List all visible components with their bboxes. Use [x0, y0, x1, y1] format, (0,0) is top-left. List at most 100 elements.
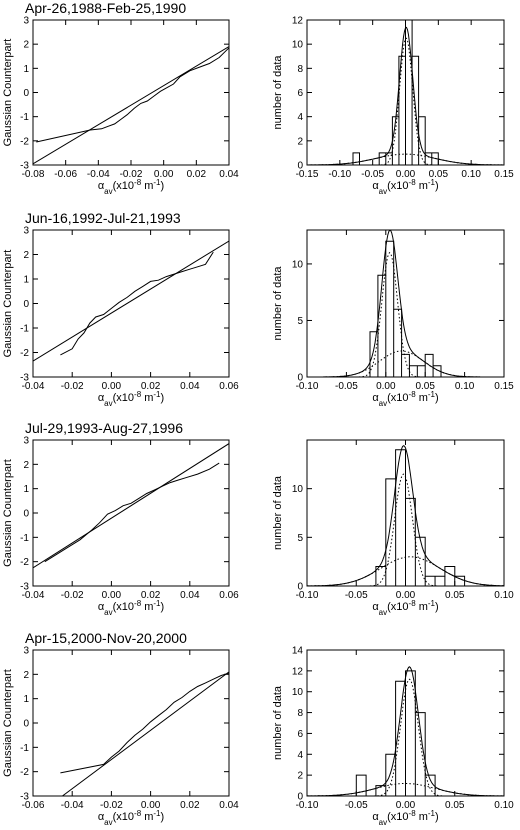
x-axis-label: αav(x10-8 m-1) — [372, 809, 438, 827]
x-tick-label: 0.04 — [219, 169, 239, 180]
histogram-panel-4: -0.10 -0.05 0.00 0.05 0.10 0 2 4 6 8 10 12 14 αav(x10… — [272, 646, 514, 827]
x-axis-label-part: av — [104, 399, 112, 408]
y-tick-label: 0 — [23, 509, 29, 520]
x-axis-label-part: av — [379, 818, 387, 827]
plot-area — [307, 20, 504, 165]
x-axis-label-part: (x10 — [113, 392, 134, 404]
plot-area — [60, 671, 229, 796]
x-axis-label-part: -8 — [409, 809, 417, 818]
y-tick-label: 3 — [23, 226, 29, 237]
x-axis-label-part: (x10 — [113, 601, 134, 613]
x-axis-label-part: ) — [161, 811, 165, 823]
x-axis-label-part: -1 — [428, 599, 436, 608]
qq-plot-panel-2: Jun-16,1992-Jul-21,1993 -0.04 -0.02 0.00 0.0… — [2, 210, 239, 408]
y-tick-label: -1 — [20, 324, 29, 335]
y-axis-label: Gaussian Counterpart — [2, 250, 14, 358]
x-axis-label: αav(x10-8 m-1) — [98, 809, 164, 827]
x-axis-label-part: -8 — [134, 178, 142, 187]
y-tick-label: 0 — [297, 161, 303, 172]
x-axis-label-part: -8 — [409, 390, 417, 399]
x-tick-label: -0.10 — [328, 169, 351, 180]
y-axis-label: Gaussian Counterpart — [2, 459, 14, 567]
y-tick-label: 12 — [292, 16, 304, 27]
x-tick-label: 0.00 — [102, 381, 122, 392]
x-tick-label: 0.04 — [180, 590, 200, 601]
x-axis-label-part: av — [379, 608, 387, 617]
qq-plot-panel-4: Apr-15,2000-Nov-20,2000 -0.06 -0.04 -0.02 0.… — [2, 630, 239, 827]
panel-title: Apr-26,1988-Feb-25,1990 — [25, 0, 186, 16]
x-axis-label-part: av — [104, 187, 112, 196]
x-axis-label-part: α — [98, 811, 105, 823]
qq-plot-panel-3: Jul-29,1993-Aug-27,1996 -0.04 -0.02 0.00 0.0… — [2, 420, 239, 617]
x-tick-label: 0.10 — [494, 590, 514, 601]
x-tick-label: -0.04 — [22, 590, 45, 601]
x-axis-label-part: -8 — [409, 178, 417, 187]
y-tick-label: 10 — [292, 484, 304, 495]
y-tick-label: 3 — [23, 16, 29, 27]
quantile-curve — [36, 47, 229, 143]
y-tick-label: -1 — [20, 112, 29, 123]
x-axis-label-part: av — [104, 608, 112, 617]
x-tick-label: 0.04 — [180, 381, 200, 392]
panel-title: Jun-16,1992-Jul-21,1993 — [25, 210, 181, 226]
x-tick-label: 0.10 — [461, 169, 481, 180]
y-tick-label: 6 — [297, 88, 303, 99]
plot-frame — [32, 229, 230, 378]
plot-area — [33, 240, 229, 362]
x-tick-label: -0.05 — [335, 381, 358, 392]
x-axis-label-part: (x10 — [113, 811, 134, 823]
x-tick-label: -0.02 — [120, 169, 143, 180]
x-tick-label: -0.10 — [296, 590, 319, 601]
reference-line — [33, 46, 229, 165]
y-tick-label: 6 — [297, 729, 303, 740]
x-axis-label-part: ) — [161, 392, 165, 404]
x-tick-label: -0.02 — [61, 590, 84, 601]
plot-frame — [32, 19, 230, 166]
x-axis-label-part: m — [141, 392, 153, 404]
x-tick-label: 0.05 — [445, 590, 465, 601]
reference-line — [33, 443, 229, 569]
x-tick-label: -0.15 — [296, 169, 319, 180]
x-tick-label: 0.00 — [396, 169, 416, 180]
y-tick-label: -3 — [20, 373, 29, 384]
y-tick-label: -2 — [20, 348, 29, 359]
x-axis-label: αav(x10-8 m-1) — [372, 599, 438, 617]
x-tick-label: -0.05 — [345, 800, 368, 811]
x-axis-label-part: -8 — [134, 599, 142, 608]
x-axis-label-part: m — [416, 392, 428, 404]
histogram-bars — [375, 449, 466, 586]
x-tick-label: 0.02 — [141, 381, 161, 392]
y-axis-label: number of data — [272, 475, 284, 550]
x-tick-label: 0.00 — [376, 381, 396, 392]
y-axis-label: number of data — [272, 55, 284, 130]
x-tick-label: 0.02 — [187, 169, 207, 180]
x-tick-label: 0.10 — [455, 381, 475, 392]
core-gaussian-fit — [307, 251, 504, 377]
x-tick-label: 0.05 — [429, 169, 449, 180]
y-axis-label: Gaussian Counterpart — [2, 39, 14, 147]
x-axis-label: αav(x10-8 m-1) — [98, 599, 164, 617]
x-axis-label-part: -1 — [153, 809, 161, 818]
y-tick-label: 2 — [297, 771, 303, 782]
plot-area — [33, 46, 229, 165]
core-gaussian-fit — [307, 473, 504, 586]
x-tick-label: 0.02 — [180, 800, 200, 811]
x-axis-label: αav(x10-8 m-1) — [98, 178, 164, 196]
x-axis-label-part: m — [141, 601, 153, 613]
plot-area — [33, 443, 229, 569]
x-tick-label: -0.02 — [100, 800, 123, 811]
y-tick-label: -2 — [20, 557, 29, 568]
y-axis-label: number of data — [272, 685, 284, 760]
x-tick-label: 0.00 — [102, 590, 122, 601]
histogram-panel-1: -0.15 -0.10 -0.05 0.00 0.05 0.10 0.15 0 2 4 6 8 10 12… — [272, 16, 514, 196]
y-tick-label: -3 — [20, 161, 29, 172]
x-tick-label: 0.00 — [396, 590, 416, 601]
x-axis-label-part: ) — [435, 811, 439, 823]
x-axis-label-part: (x10 — [387, 601, 408, 613]
histogram-panel-2: -0.10 -0.05 0.00 0.05 0.10 0.15 0 5 10 αav(x10-8 … — [272, 229, 514, 408]
x-tick-label: 0.00 — [154, 169, 174, 180]
x-axis-label-part: α — [372, 180, 379, 192]
total-fit-curve — [307, 26, 504, 165]
x-axis-label-part: m — [416, 180, 428, 192]
y-tick-label: 1 — [23, 694, 29, 705]
